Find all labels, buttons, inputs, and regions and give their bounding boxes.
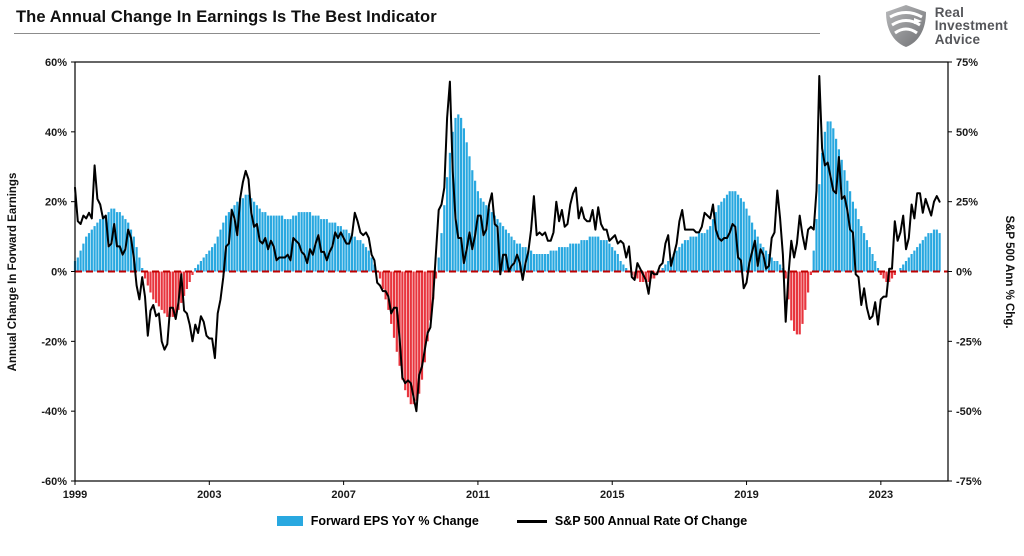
left-axis-ticks: 60% 40% 20% 0% -20% -40% -60% (41, 57, 75, 488)
svg-text:-75%: -75% (956, 476, 982, 488)
chart-canvas: Annual Change In Forward Earnings S&P 50… (7, 57, 1015, 501)
page-title: The Annual Change In Earnings Is The Bes… (16, 8, 437, 26)
title-divider (14, 33, 820, 34)
svg-text:75%: 75% (956, 57, 978, 69)
svg-text:60%: 60% (45, 57, 67, 69)
svg-text:2003: 2003 (197, 489, 221, 501)
svg-text:-50%: -50% (956, 406, 982, 418)
svg-text:1999: 1999 (63, 489, 87, 501)
legend-label-forward-eps: Forward EPS YoY % Change (310, 514, 479, 528)
left-axis-title: Annual Change In Forward Earnings (7, 173, 19, 372)
ria-logo: Real Investment Advice (884, 4, 1008, 48)
svg-text:25%: 25% (956, 197, 978, 209)
legend-item-forward-eps: Forward EPS YoY % Change (276, 514, 479, 528)
svg-text:-25%: -25% (956, 336, 982, 348)
sp500-line (74, 75, 941, 413)
svg-text:40%: 40% (45, 127, 67, 139)
svg-text:0%: 0% (956, 267, 972, 279)
svg-text:20%: 20% (45, 197, 67, 209)
svg-text:-40%: -40% (41, 406, 67, 418)
svg-text:0%: 0% (51, 267, 67, 279)
logo-line-3: Advice (934, 31, 981, 47)
svg-text:-20%: -20% (41, 336, 67, 348)
legend-bar-swatch (276, 516, 303, 526)
svg-text:2007: 2007 (331, 489, 355, 501)
logo-line-1: Real (934, 4, 965, 20)
svg-text:2015: 2015 (600, 489, 624, 501)
svg-text:50%: 50% (956, 127, 978, 139)
logo-text: Real Investment Advice (935, 6, 1008, 47)
right-axis-title: S&P 500 Ann % Chg. (1003, 215, 1015, 328)
svg-text:-60%: -60% (41, 476, 67, 488)
eagle-logo-icon (885, 5, 926, 47)
chart-generated-content: 60% 40% 20% 0% -20% -40% -60% 75% 50% 25% 0% -25% -5… (41, 57, 982, 501)
chart-legend: Forward EPS YoY % Change S&P 500 Annual … (0, 514, 1024, 528)
legend-line-swatch (516, 519, 547, 523)
svg-text:2023: 2023 (869, 489, 893, 501)
legend-label-sp500: S&P 500 Annual Rate Of Change (554, 514, 748, 528)
svg-text:2011: 2011 (466, 489, 490, 501)
x-axis-ticks: 1999 2003 2007 2011 2015 2019 2023 (63, 481, 893, 501)
logo-line-2: Investment (934, 18, 1008, 34)
svg-text:2019: 2019 (734, 489, 758, 501)
right-axis-ticks: 75% 50% 25% 0% -25% -50% -75% (948, 57, 982, 488)
legend-item-sp500: S&P 500 Annual Rate Of Change (516, 514, 748, 528)
eps-bars (73, 114, 941, 405)
